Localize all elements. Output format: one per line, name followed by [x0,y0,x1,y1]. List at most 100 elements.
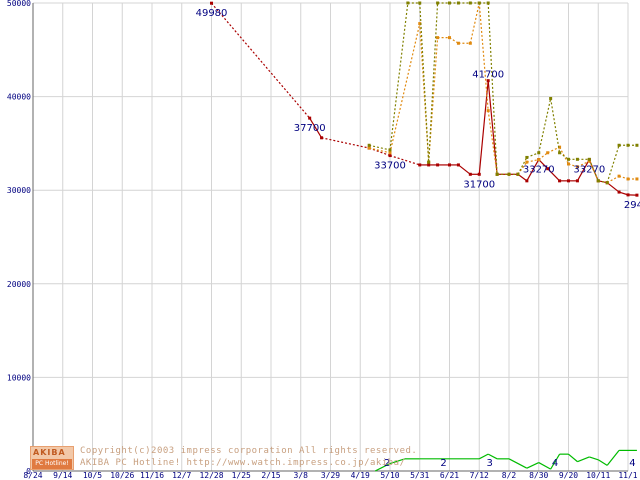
series-0-segment [321,137,370,149]
x-tick-label: 10/5 [83,471,102,480]
series-3-segment [478,453,489,460]
shop-count-label: 4 [552,458,558,469]
chart-grid [32,2,629,472]
series-2-segment [526,152,539,158]
price-data-label: 49980 [196,8,228,19]
series-2-point [448,1,451,5]
series-1-segment [369,147,391,154]
series-2-point [549,96,553,100]
series-0-point [308,116,312,120]
series-2-segment [389,2,409,151]
price-data-label: 33700 [374,161,406,172]
series-1-point [456,41,460,45]
series-0-segment [538,159,549,170]
series-1-point [587,159,591,163]
series-1-point [418,22,422,26]
chart-data-labels: 49980 37700 33700 31700 41700 33270 33270 29470… [196,8,640,469]
series-0-segment [526,159,540,182]
series-1-segment [469,2,480,44]
series-0-point [468,172,472,176]
series-0-point [626,193,630,197]
series-2-point [605,181,609,185]
series-0-point [210,1,213,5]
series-0-point [427,163,431,167]
copyright-text: Copyright(c)2003 impress corporation All… [80,446,418,456]
series-0-point [558,179,562,183]
price-data-label: 33270 [523,165,555,176]
series-0-point [436,163,440,167]
y-tick-label: 30000 [7,186,31,195]
series-3-segment [606,450,620,466]
series-1-point [635,177,639,181]
x-tick-label: 9/20 [559,471,578,480]
series-2-segment [428,2,439,163]
akiba-logo-subtext: PC Hotline! [32,459,72,469]
series-0-segment [547,168,561,182]
shop-count-label: 4 [629,458,635,469]
price-data-label: 41700 [472,70,504,81]
x-tick-label: 11/16 [140,471,164,480]
series-1-segment [547,146,560,154]
series-2-point [436,1,440,5]
series-0-point [477,172,481,176]
series-2-point [626,143,630,147]
x-tick-label: 7/12 [470,471,489,480]
series-1-segment [487,110,498,175]
chart-axes: 8/24 9/14 10/5 10/26 11/16 12/7 12/28 1/25 2/15 3… [7,0,638,480]
series-1-point [575,165,579,169]
series-1-point [436,36,440,40]
series-2-point [516,172,520,176]
shop-count-label: 2 [440,458,446,469]
series-2-point [507,172,511,176]
x-tick-label: 12/7 [172,471,191,480]
series-3-segment [577,456,590,463]
x-tick-label: 9/14 [53,471,72,480]
series-2-point [558,151,562,155]
series-2-point [418,1,422,5]
site-url-text: AKIBA PC Hotline! http://www.watch.impre… [80,458,406,468]
x-tick-label: 2/15 [261,471,280,480]
x-tick-label: 3/29 [321,471,340,480]
price-data-label: 33270 [573,165,605,176]
series-0-segment [368,147,391,157]
series-2-segment [487,2,498,175]
series-0-point [456,163,460,167]
series-0-point [567,179,570,183]
series-3-segment [597,459,608,466]
series-2-segment [369,144,391,151]
x-tick-label: 12/28 [199,471,223,480]
x-tick-label: 8/24 [23,471,42,480]
y-tick-label: 50000 [7,0,31,8]
y-tick-label: 0 [26,467,31,476]
y-tick-label: 40000 [7,93,31,102]
series-2-segment [517,157,528,175]
price-data-label: 37700 [294,123,326,134]
series-3-segment [568,453,578,463]
series-2-point [495,172,499,176]
x-tick-label: 4/19 [351,471,370,480]
series-0-point [418,163,422,167]
series-1-point [546,151,550,155]
series-2-point [617,143,621,147]
chart-series [210,1,639,472]
series-1-point [617,174,621,178]
series-3-segment [374,462,391,472]
series-3-segment [589,456,599,461]
series-2-segment [550,98,561,153]
x-tick-label: 11/1 [618,471,637,480]
x-tick-label: 6/21 [440,471,459,480]
series-2-point [388,148,392,152]
series-0-point [575,179,579,183]
series-0-segment [576,159,590,182]
series-3-segment [487,453,498,460]
series-0-point [320,136,324,140]
y-tick-label: 20000 [7,280,31,289]
series-1-segment [428,37,439,163]
series-2-point [477,1,481,5]
series-2-point [367,143,371,147]
series-2-point [575,157,579,161]
series-0-segment [458,164,471,175]
series-3-segment [550,453,561,470]
series-2-segment [606,145,620,183]
series-1-segment [389,23,421,153]
